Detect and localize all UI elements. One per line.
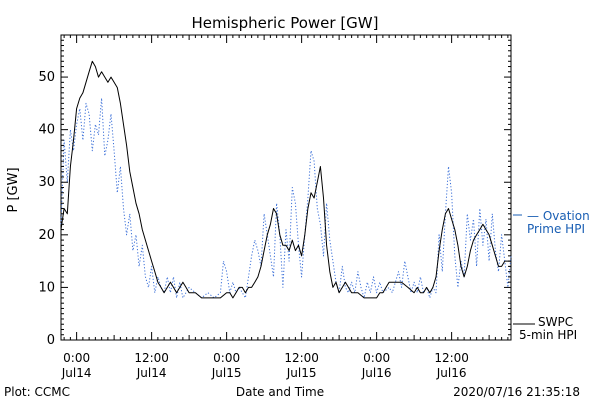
y-tick-label: 0 [47, 333, 55, 348]
y-tick-label: 10 [38, 280, 55, 295]
legend-ovation-line2: Prime HPI [527, 222, 585, 236]
plot-timestamp: 2020/07/16 21:35:18 [453, 385, 580, 399]
x-tick-time-label: 12:00 [434, 351, 469, 365]
plot-credit: Plot: CCMC [4, 385, 70, 399]
x-tick-time-label: 12:00 [284, 351, 319, 365]
y-tick-label: 20 [38, 228, 55, 243]
legend: — Ovation Prime HPI SWPC 5-min HPI [513, 209, 590, 342]
y-tick-label: 40 [38, 123, 55, 138]
x-tick-date-label: Jul15 [211, 366, 242, 380]
x-tick-date-label: Jul14 [61, 366, 92, 380]
x-tick-time-label: 12:00 [134, 351, 169, 365]
swpc-series-line [60, 60, 511, 299]
x-axis-label: Date and Time [236, 385, 324, 399]
legend-ovation-line1: — Ovation [527, 209, 590, 223]
y-tick-label: 50 [38, 70, 55, 85]
y-axis-label: P [GW] [6, 167, 21, 212]
x-tick-date-label: Jul16 [361, 366, 392, 380]
ovation-series-line [60, 97, 512, 299]
chart-title: Hemispheric Power [GW] [192, 14, 379, 32]
x-tick-date-label: Jul14 [136, 366, 167, 380]
legend-swpc-line1: SWPC [538, 315, 573, 329]
legend-swpc-line2: 5-min HPI [519, 328, 577, 342]
x-tick-time-label: 0:00 [63, 351, 90, 365]
x-tick-time-label: 0:00 [363, 351, 390, 365]
x-tick-date-label: Jul16 [436, 366, 467, 380]
x-tick-time-label: 0:00 [213, 351, 240, 365]
x-tick-date-label: Jul15 [286, 366, 317, 380]
swpc-series [60, 60, 511, 299]
y-axis: 0 10 20 30 40 50 [38, 34, 511, 348]
x-axis: 0:00Jul1412:00Jul140:00Jul1512:00Jul150:… [61, 35, 509, 380]
y-tick-label: 30 [38, 175, 55, 190]
ovation-series [60, 97, 512, 299]
plot-frame [60, 34, 512, 341]
